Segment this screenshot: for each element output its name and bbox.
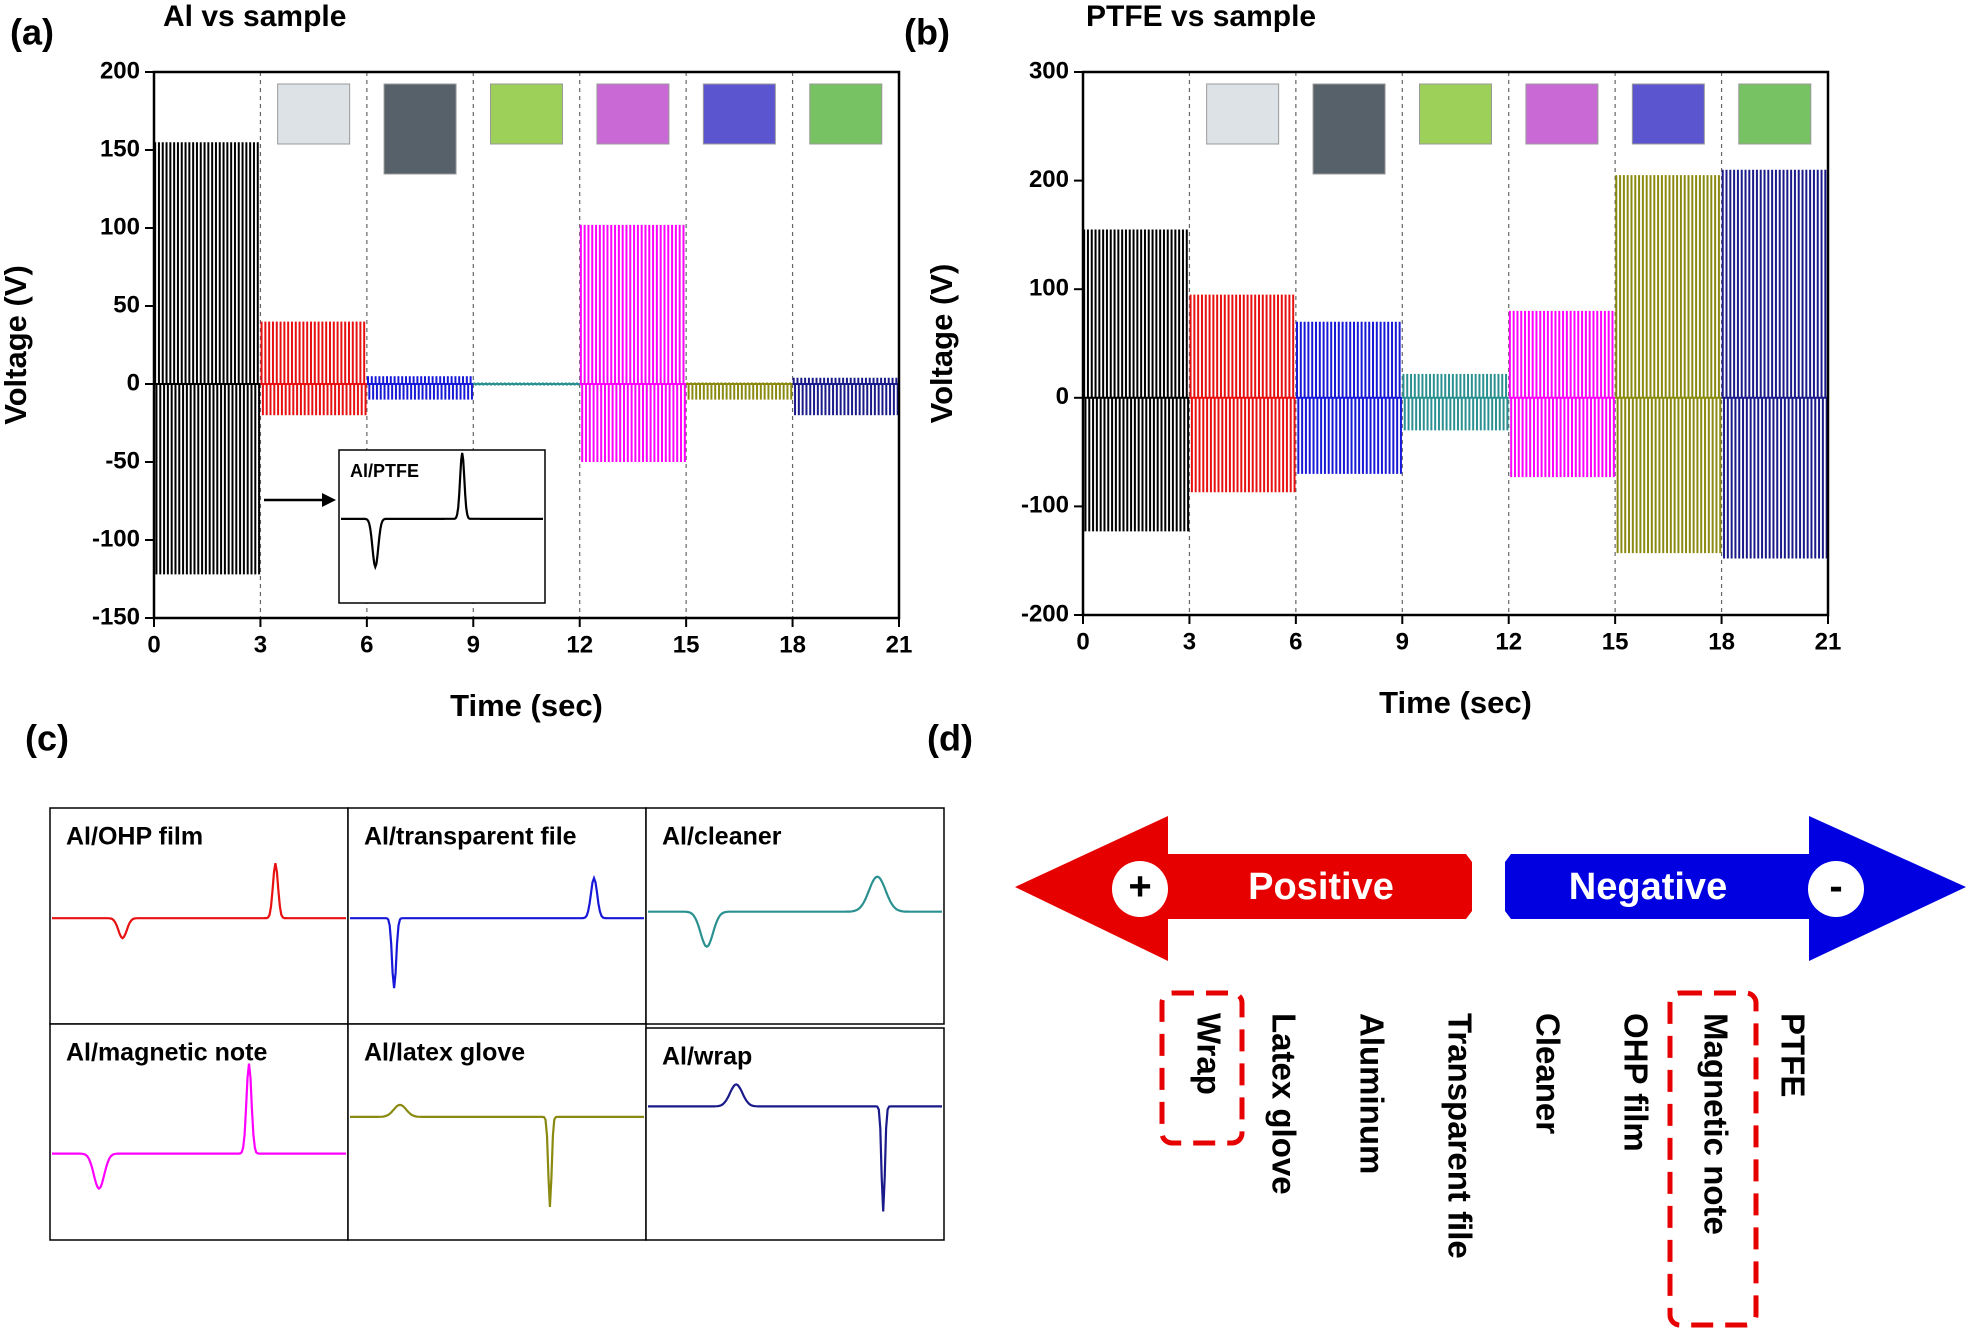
waveform-box [49, 1023, 349, 1241]
sample-photo [1631, 83, 1705, 145]
positive-arrow [1015, 816, 1472, 961]
waveform [52, 1063, 346, 1191]
waveform [648, 1083, 942, 1212]
negative-label: Negative [1569, 866, 1727, 908]
x-tick-label: 12 [566, 631, 593, 658]
y-tick-label: 300 [1029, 57, 1069, 84]
x-tick-label: 21 [1815, 628, 1842, 655]
x-tick-label: 0 [147, 631, 160, 658]
x-tick-label: 18 [779, 631, 806, 658]
triboelectric-material: Cleaner [1529, 1013, 1566, 1134]
chart-title: Al vs sample [163, 0, 346, 33]
waveform-box [347, 807, 647, 1025]
y-tick-label: 50 [113, 291, 140, 318]
inset-frame [338, 449, 546, 604]
y-tick-label: 0 [127, 369, 140, 396]
sample-photo [277, 83, 351, 145]
sample-photo [596, 83, 670, 145]
negative-arrow [1505, 816, 1966, 961]
waveform-box [645, 1027, 945, 1241]
y-tick-label: -200 [1021, 600, 1069, 627]
waveform-label: Al/latex glove [364, 1039, 525, 1067]
triboelectric-material: OHP film [1617, 1013, 1654, 1152]
y-tick-label: 100 [1029, 275, 1069, 302]
y-tick-label: -100 [1021, 492, 1069, 519]
chart-title: PTFE vs sample [1086, 0, 1316, 33]
sample-photo [1738, 83, 1812, 145]
waveform [350, 1103, 644, 1207]
sample-photo [702, 83, 776, 145]
waveform-label: Al/transparent file [364, 823, 577, 851]
sample-photo [1206, 83, 1280, 145]
panel-label: (d) [927, 718, 973, 759]
waveform-box [645, 807, 945, 1025]
x-tick-label: 15 [673, 631, 700, 658]
y-tick-label: -150 [92, 603, 140, 630]
plus-circle [1112, 861, 1168, 917]
y-tick-label: 200 [1029, 166, 1069, 193]
x-tick-label: 6 [360, 631, 373, 658]
x-tick-label: 6 [1289, 628, 1302, 655]
y-tick-label: -50 [105, 447, 140, 474]
x-tick-label: 3 [1183, 628, 1196, 655]
waveform-label: Al/cleaner [662, 823, 782, 851]
waveform [648, 875, 942, 949]
waveform [52, 863, 346, 940]
waveform [341, 452, 543, 571]
sample-photo [1419, 83, 1492, 145]
y-tick-label: 0 [1056, 383, 1069, 410]
sample-photo [383, 83, 457, 175]
x-tick-label: 9 [1396, 628, 1409, 655]
x-tick-label: 3 [254, 631, 267, 658]
y-axis-label: Voltage (V) [924, 264, 959, 424]
highlight-box [1667, 990, 1759, 1328]
x-tick-label: 12 [1495, 628, 1522, 655]
positive-label: Positive [1248, 866, 1394, 908]
y-tick-label: -100 [92, 525, 140, 552]
minus-circle [1808, 861, 1864, 917]
sample-photo [490, 83, 563, 145]
x-tick-label: 9 [467, 631, 480, 658]
highlight-box [1159, 990, 1245, 1146]
y-tick-label: 100 [100, 213, 140, 240]
waveform-label: Al/magnetic note [66, 1039, 268, 1067]
x-tick-label: 18 [1708, 628, 1735, 655]
minus-sign: - [1829, 865, 1842, 909]
waveform [350, 874, 644, 989]
sample-photo [809, 83, 883, 145]
x-axis-label: Time (sec) [450, 688, 603, 723]
waveform-box [347, 1023, 647, 1241]
x-tick-label: 0 [1076, 628, 1089, 655]
inset-arrowhead [322, 493, 336, 507]
x-axis-label: Time (sec) [1379, 685, 1532, 720]
plot-frame [1081, 70, 1830, 617]
inset-label: Al/PTFE [350, 461, 419, 481]
triboelectric-material: Aluminum [1353, 1013, 1390, 1174]
plus-sign: + [1128, 865, 1151, 909]
waveform-label: Al/OHP film [66, 823, 203, 851]
triboelectric-material: PTFE [1774, 1013, 1811, 1097]
sample-photo [1525, 83, 1599, 145]
sample-photo [1312, 83, 1386, 175]
panel-label: (a) [10, 12, 54, 53]
plot-frame [152, 70, 901, 620]
x-tick-label: 15 [1602, 628, 1629, 655]
panel-label: (c) [25, 718, 69, 759]
x-tick-label: 21 [886, 631, 913, 658]
y-axis-label: Voltage (V) [0, 265, 33, 425]
triboelectric-material: Magnetic note [1697, 1013, 1734, 1235]
y-tick-label: 200 [100, 57, 140, 84]
triboelectric-material: Wrap [1190, 1013, 1227, 1095]
panel-label: (b) [904, 12, 950, 53]
triboelectric-material: Latex glove [1265, 1013, 1302, 1195]
y-tick-label: 150 [100, 135, 140, 162]
waveform-label: Al/wrap [662, 1043, 752, 1071]
triboelectric-material: Transparent file [1441, 1013, 1478, 1259]
